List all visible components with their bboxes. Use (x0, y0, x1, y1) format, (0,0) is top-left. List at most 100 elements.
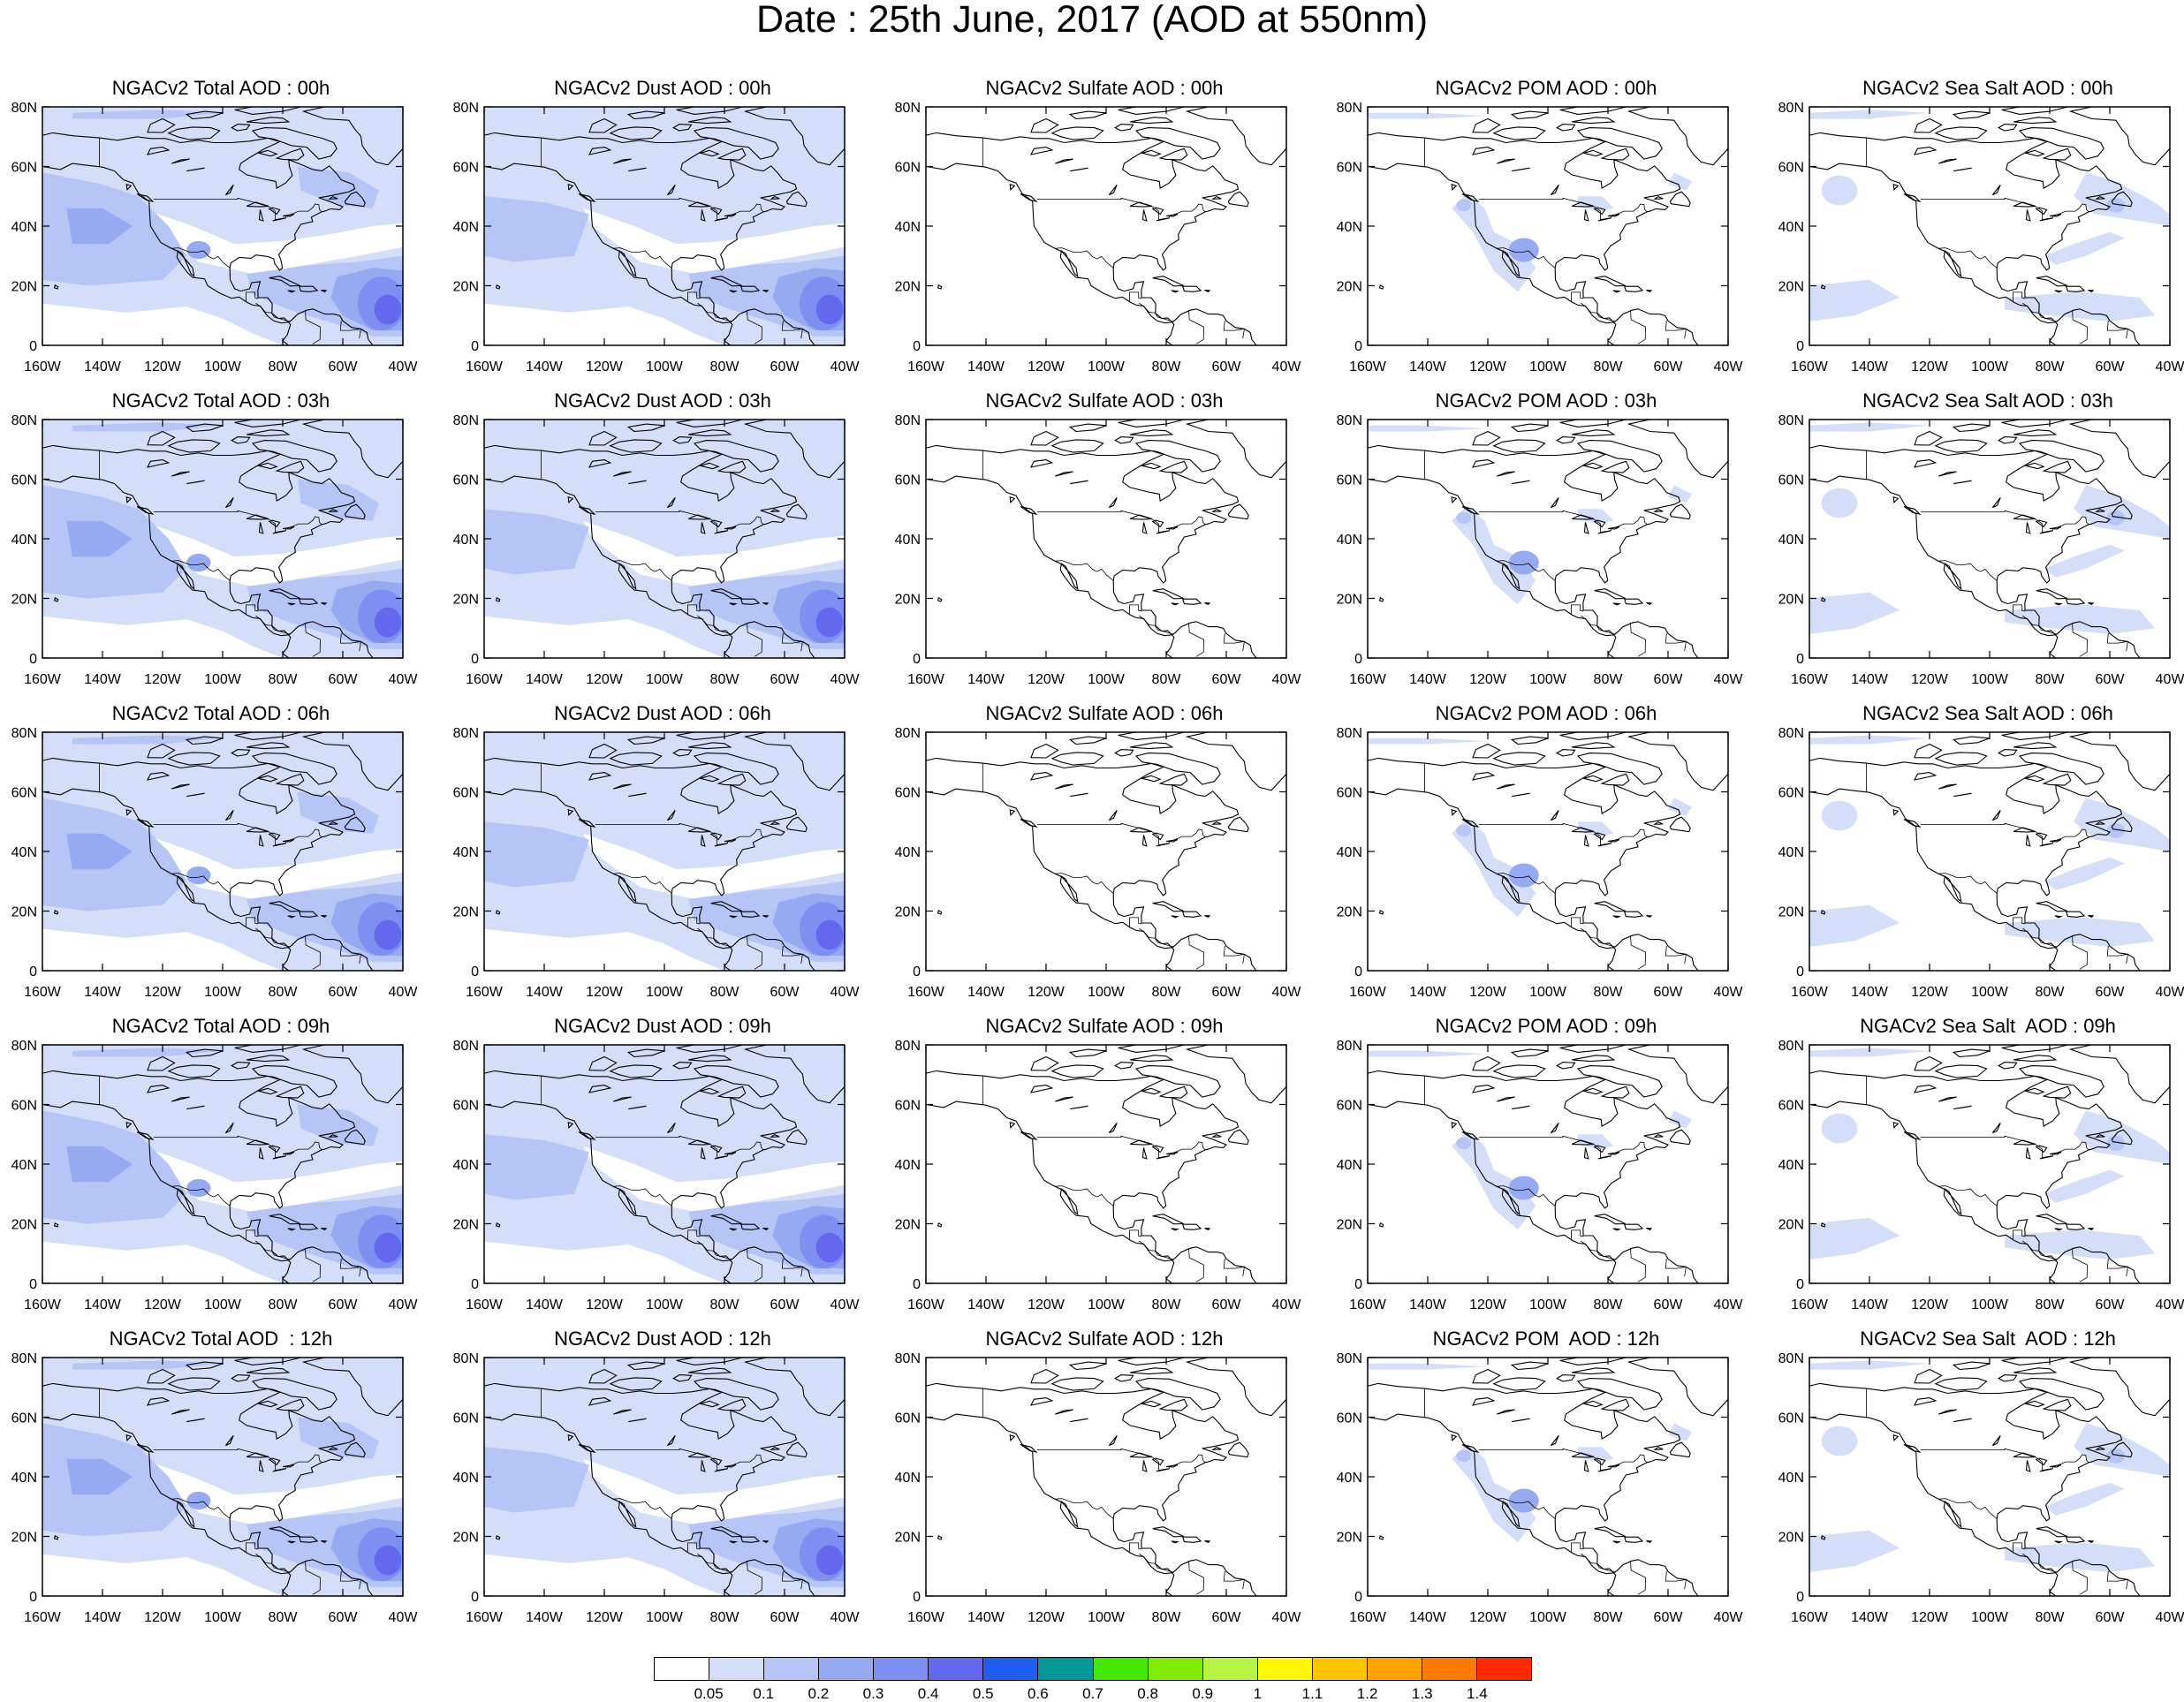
y-tick-label: 20N (453, 1218, 479, 1233)
aod-clean-south (42, 1554, 283, 1596)
x-tick-label: 60W (1212, 985, 1242, 1000)
map-panel-pom-09h: NGACv2 POM AOD : 09h 160W 140W 120W 100W 80W 6… (1325, 1015, 1767, 1333)
map-plot: 160W 140W 120W 100W 80W 60W 40W 0 20N 40N 60N 80N (1778, 726, 2184, 1000)
country-border (1571, 1229, 1584, 1241)
lake-outline (588, 772, 612, 781)
coastline-island (578, 819, 596, 828)
x-tick-label: 140W (967, 1610, 1005, 1625)
aod-dust-pacific (484, 1447, 589, 1513)
aod-pom-labrador (1668, 485, 1693, 503)
x-tick-label: 140W (526, 359, 564, 374)
coastline-island (688, 429, 732, 437)
x-tick-label: 40W (389, 672, 419, 687)
y-tick-label: 40N (453, 1471, 479, 1486)
coastline-island (2111, 191, 2133, 208)
y-tick-label: 0 (1796, 1590, 1804, 1605)
panel-title: NGACv2 Sulfate AOD : 06h (985, 702, 1224, 724)
x-tick-label: 60W (329, 985, 359, 1000)
aod-pom-westcoast (1452, 1443, 1536, 1543)
lake-outline (258, 522, 264, 534)
coastline-island (53, 1534, 59, 1540)
x-tick-label: 100W (204, 1297, 242, 1312)
lake-outline (1471, 147, 1496, 155)
x-tick-label: 100W (1971, 1297, 2009, 1312)
lake-outline (700, 1147, 706, 1160)
aod-seasalt-core (2106, 197, 2125, 213)
coastline-island (1181, 285, 1202, 292)
lake-outline (258, 1460, 264, 1472)
coastline-island (2111, 816, 2133, 833)
y-tick-label: 0 (471, 339, 479, 354)
y-tick-label: 80N (453, 413, 479, 428)
x-tick-label: 40W (830, 1297, 861, 1312)
country-border (595, 1135, 764, 1159)
coastline-island (588, 1055, 618, 1071)
lake-outline (2025, 1460, 2031, 1472)
coastline-island (1227, 1129, 1249, 1146)
aod-field (42, 107, 403, 345)
aod-seasalt-pacific (1809, 904, 1900, 947)
coastline-island (588, 743, 618, 759)
figure-title: Date : 25th June, 2017 (AOD at 550nm) (755, 0, 1429, 41)
country-border (1496, 1498, 1556, 1519)
colorbar-label: 1.3 (1411, 1685, 1433, 1702)
coastline-island (1181, 911, 1202, 918)
coastline-island (269, 588, 300, 600)
coastline-island (246, 429, 291, 437)
lake-outline (1583, 1147, 1589, 1160)
aod-saharan-core (815, 294, 844, 325)
coastline-island (1227, 191, 1249, 208)
aod-dust-pacific (484, 821, 589, 888)
lake-outline (1583, 209, 1589, 222)
coastline-island (717, 460, 747, 473)
y-tick-label: 80N (453, 1351, 479, 1366)
aod-pom-greatlakes (1578, 509, 1614, 525)
country-border (246, 291, 259, 303)
x-tick-label: 160W (466, 359, 504, 374)
coastline-island (1152, 901, 1184, 912)
coastline-island (275, 148, 305, 161)
x-tick-label: 120W (586, 1610, 624, 1625)
x-tick-label: 80W (1152, 1610, 1182, 1625)
lake-outline (1550, 185, 1559, 196)
aod-seasalt-atlantic (2074, 1423, 2170, 1477)
y-tick-label: 40N (895, 845, 921, 860)
coastline-island (53, 1222, 59, 1228)
coastline-island (287, 290, 296, 293)
coastline-island (1559, 107, 1627, 115)
lake-outline (666, 1435, 676, 1447)
y-tick-label: 40N (895, 1471, 921, 1486)
x-tick-label: 60W (1654, 672, 1684, 687)
country-border (1139, 615, 1174, 635)
x-tick-label: 140W (84, 985, 122, 1000)
coastline-island (1009, 184, 1016, 191)
coastline-island (688, 1367, 732, 1375)
country-border (595, 1448, 764, 1471)
x-tick-label: 40W (389, 359, 419, 374)
lake-outline (1496, 1409, 1515, 1415)
aod-clean-south (484, 616, 724, 658)
coastline-island (693, 440, 779, 473)
x-tick-label: 80W (2036, 985, 2066, 1000)
y-tick-label: 80N (1778, 1039, 1804, 1054)
country-border (305, 1561, 321, 1595)
coastline-island (298, 911, 319, 918)
coastline-north-america (484, 1382, 815, 1596)
coastline-island (1559, 1358, 1627, 1365)
x-tick-label: 60W (2096, 1297, 2126, 1312)
aod-seasalt-aleutian (1821, 488, 1858, 518)
coastline-island (256, 1087, 278, 1095)
aod-field (484, 107, 845, 345)
map-plot: 160W 140W 120W 100W 80W 60W 40W 0 20N 40N 60N 80N (11, 1039, 419, 1312)
coastline-island (1020, 193, 1038, 202)
coastline-island (147, 430, 176, 446)
coastline-island (672, 749, 693, 757)
map-panel-dust-00h: NGACv2 Dust AOD : 00h 160W 140W 120W 100W 80W… (442, 77, 883, 395)
x-tick-label: 120W (144, 985, 182, 1000)
lake-outline (1129, 514, 1153, 520)
coastline-island (698, 1400, 720, 1408)
coastline-island (1892, 184, 1900, 191)
country-border (2072, 935, 2088, 970)
coastline-island (698, 775, 720, 783)
coastline-greenland (2068, 732, 2170, 791)
